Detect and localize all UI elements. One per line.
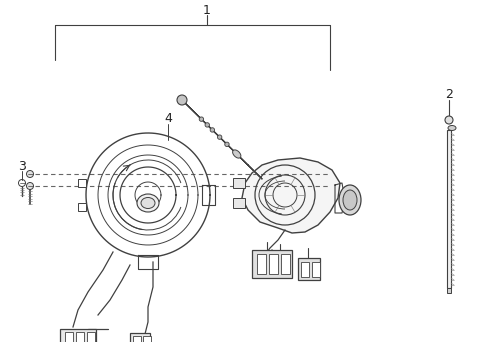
Polygon shape (179, 96, 262, 179)
Bar (76, 332, 84, 342)
Bar (252, 250, 292, 278)
Bar (233, 198, 245, 208)
Bar (447, 288, 451, 293)
Ellipse shape (343, 190, 357, 210)
Bar (65, 332, 73, 342)
Text: 2: 2 (445, 89, 453, 102)
Bar (78, 203, 86, 211)
Bar (301, 262, 309, 277)
Text: 1: 1 (203, 3, 211, 16)
Circle shape (225, 142, 229, 146)
Bar (60, 329, 96, 342)
Bar (233, 178, 245, 188)
Bar (143, 336, 151, 342)
Bar (447, 130, 451, 288)
Circle shape (199, 117, 204, 121)
Bar (257, 254, 266, 274)
Circle shape (205, 123, 209, 127)
Polygon shape (242, 158, 340, 233)
Ellipse shape (137, 194, 159, 212)
Circle shape (26, 183, 34, 189)
Bar (87, 332, 95, 342)
Circle shape (445, 116, 453, 124)
Ellipse shape (448, 126, 456, 131)
Ellipse shape (233, 150, 241, 158)
Circle shape (210, 128, 215, 132)
Bar (281, 254, 290, 274)
Text: 3: 3 (18, 159, 26, 172)
Circle shape (26, 171, 34, 177)
Circle shape (217, 135, 222, 139)
Ellipse shape (339, 185, 361, 215)
Ellipse shape (141, 197, 155, 209)
Bar (130, 333, 150, 342)
Bar (133, 336, 141, 342)
Bar (269, 254, 278, 274)
Bar (78, 179, 86, 187)
Circle shape (177, 95, 187, 105)
Bar (312, 262, 320, 277)
Text: 4: 4 (164, 113, 172, 126)
Bar (298, 258, 320, 280)
